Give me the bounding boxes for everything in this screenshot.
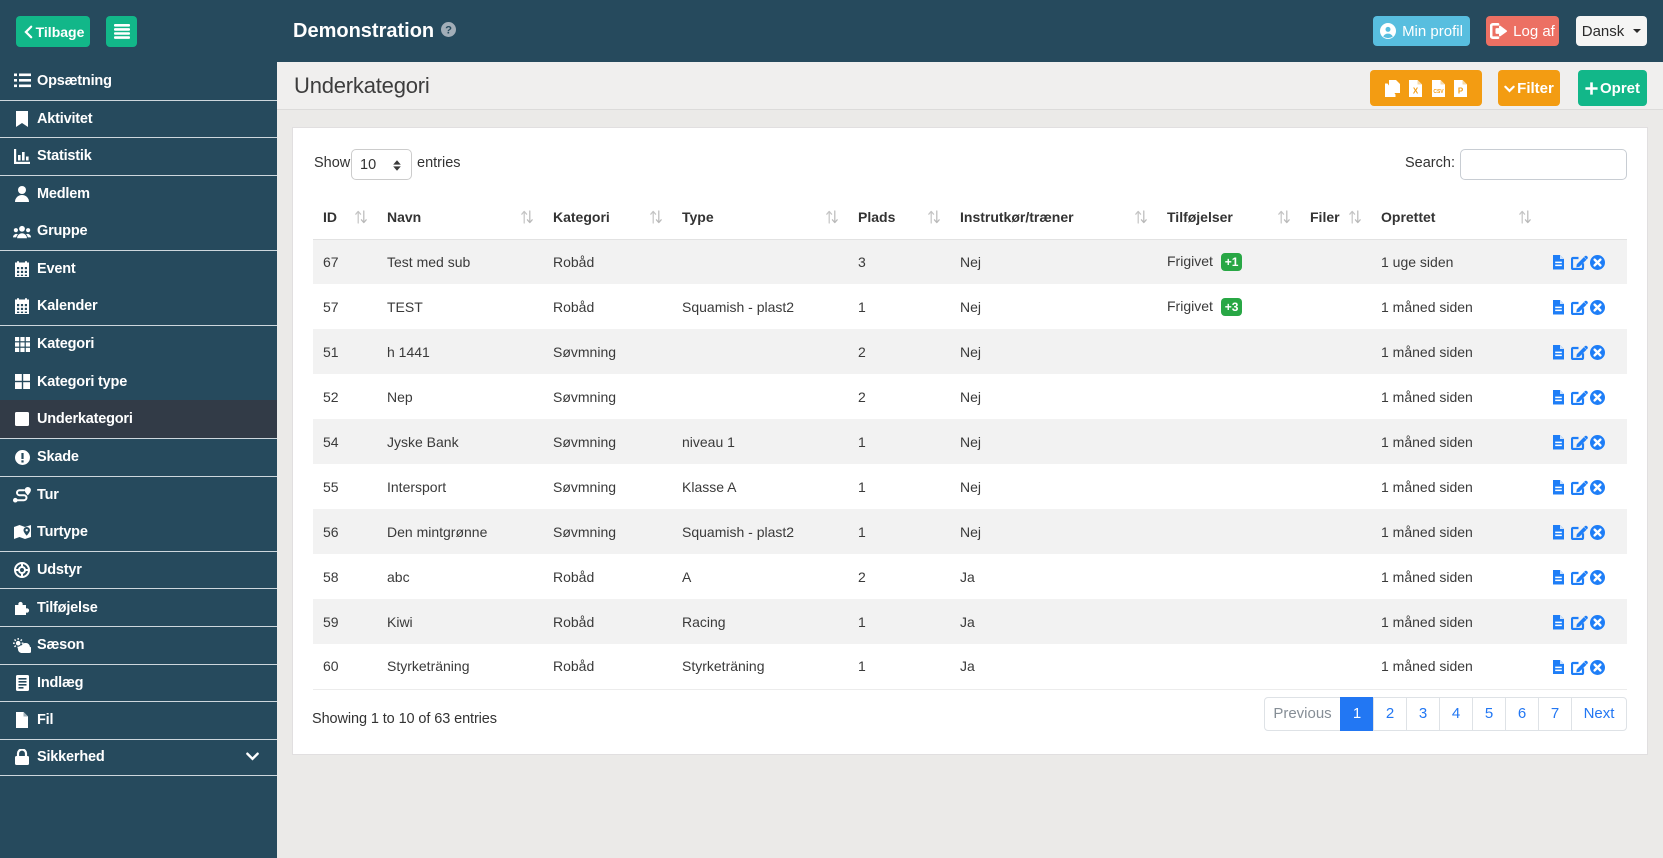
svg-text:?: ? [445,24,452,36]
svg-text:P: P [1458,86,1464,95]
svg-text:CSV: CSV [1433,89,1444,95]
svg-text:X: X [1413,86,1419,95]
